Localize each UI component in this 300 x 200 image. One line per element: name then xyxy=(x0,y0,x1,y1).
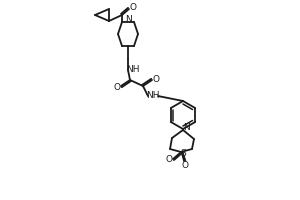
Text: O: O xyxy=(166,156,172,164)
Text: S: S xyxy=(180,150,186,158)
Text: O: O xyxy=(113,82,121,92)
Text: O: O xyxy=(182,160,188,170)
Text: O: O xyxy=(130,3,136,12)
Text: N: N xyxy=(183,122,189,132)
Text: NH: NH xyxy=(126,66,140,74)
Text: NH: NH xyxy=(146,92,160,100)
Text: N: N xyxy=(124,16,131,24)
Text: O: O xyxy=(152,74,160,84)
